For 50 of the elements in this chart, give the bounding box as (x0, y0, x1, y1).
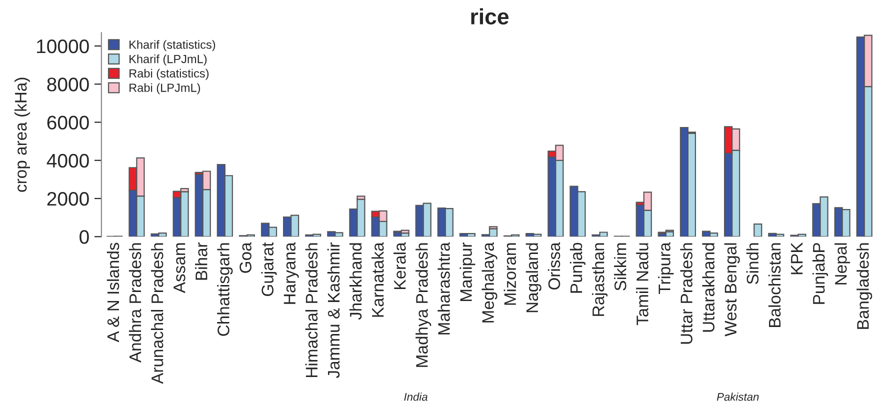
x-tick-label: Tripura (658, 242, 674, 294)
legend-label: Kharif (LPJmL) (130, 54, 207, 66)
x-tick-label: Gujarat (261, 242, 277, 296)
y-tick-label: 6000 (47, 116, 89, 130)
legend-label: Rabi (statistics) (130, 68, 209, 80)
chart-title: rice (471, 8, 509, 25)
x-tick-label: Uttarakhand (702, 243, 714, 332)
x-tick-label: Haryana (284, 242, 299, 304)
legend-label: Kharif (statistics) (130, 40, 216, 52)
x-tick-label: Tamil Nadu (636, 243, 648, 326)
x-tick-label: Rajasthan (592, 243, 608, 316)
x-tick-label: Kerala (394, 242, 406, 290)
x-tick-label: Orissa (548, 242, 560, 290)
bar (754, 224, 762, 237)
y-tick-label: 0 (80, 230, 89, 244)
y-tick-label: 8000 (47, 78, 89, 92)
y-axis-title: crop area (kHa) (14, 78, 30, 192)
y-tick-label: 2000 (47, 192, 89, 206)
y-tick-label: 4000 (46, 154, 89, 168)
x-tick-label: Bangladesh (856, 243, 872, 329)
x-tick-label: Goa (240, 242, 252, 273)
x-tick-label: PunjabP (812, 243, 828, 304)
x-tick-label: Sindh (746, 243, 759, 284)
x-tick-label: Maharashtra (438, 242, 450, 334)
x-tick-label: Nepal (834, 243, 850, 284)
x-tick-label: Balochistan (768, 243, 781, 327)
x-tick-label: Himachal Pradesh (305, 243, 318, 377)
x-tick-label: Andhra Pradesh (128, 243, 142, 363)
x-tick-label: Nagaland (526, 243, 542, 312)
x-tick-label: Meghalaya (482, 242, 498, 322)
x-tick-label: Arunachal Pradesh (150, 243, 164, 384)
x-tick-label: Manipur (460, 242, 476, 302)
x-tick-label: Jharkhand (349, 243, 362, 320)
x-tick-label: KPK (791, 242, 803, 274)
x-tick-label: Jammu & Kashmir (327, 242, 340, 378)
x-tick-label: A & N Islands (106, 242, 120, 342)
x-tick-label: Karnataka (371, 242, 384, 317)
y-tick-label: 10000 (37, 39, 89, 54)
x-tick-label: Chhattisgarh (217, 243, 233, 336)
x-tick-label: Bihar (195, 242, 208, 280)
x-tick-label: Assam (174, 243, 186, 294)
x-tick-label: West Bengal (724, 243, 740, 336)
x-tick-label: Madhya Pradesh (416, 243, 432, 367)
legend-label: Rabi (LPJmL) (130, 83, 200, 94)
text: Pakistan (716, 392, 759, 401)
x-tick-label: Sikkim (614, 243, 626, 291)
text: India (404, 392, 428, 401)
x-tick-label: Punjab (570, 242, 586, 293)
x-tick-label: Uttar Pradesh (680, 243, 692, 344)
x-tick-label: Mizoram (504, 243, 516, 305)
